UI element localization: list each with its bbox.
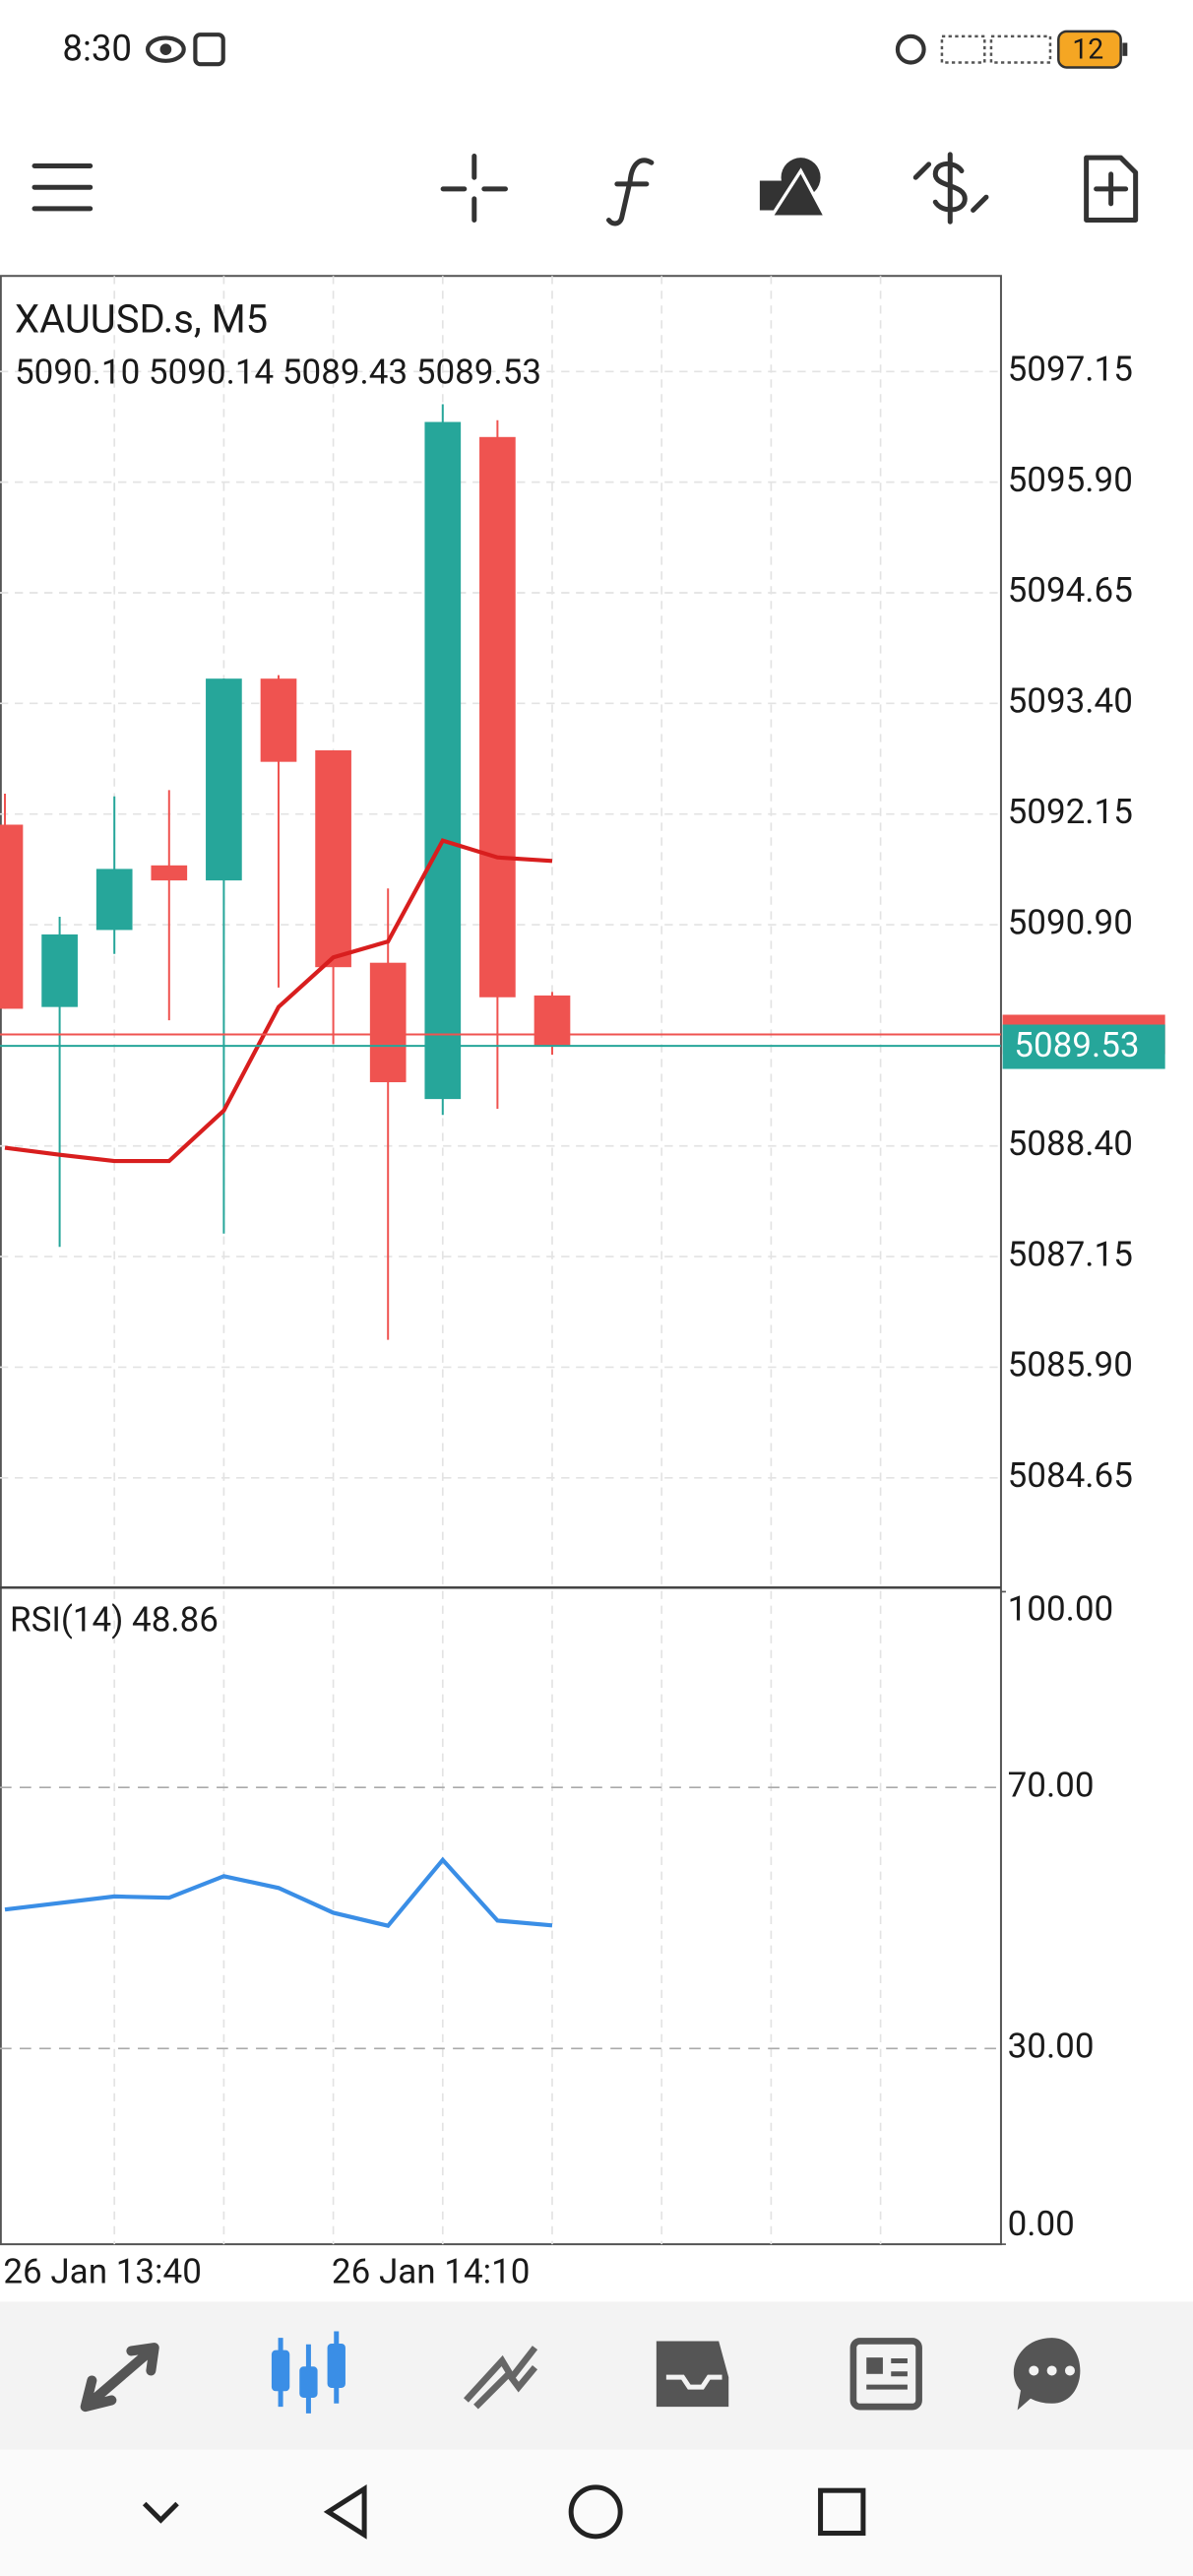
trade-tab[interactable] bbox=[464, 2346, 538, 2410]
bid-price-label: 5089.53 bbox=[1014, 1025, 1139, 1065]
chat-tab[interactable] bbox=[1013, 2338, 1081, 2411]
y-tick-label: 100.00 bbox=[1008, 1589, 1114, 1630]
y-tick-label: 5090.90 bbox=[1008, 902, 1133, 942]
candle-body bbox=[369, 962, 407, 1083]
status-icons bbox=[145, 30, 1128, 69]
trade-button[interactable] bbox=[912, 152, 989, 225]
chart-title: XAUUSD.s, M5 bbox=[15, 295, 268, 342]
crosshair-button[interactable] bbox=[440, 154, 508, 224]
bottom-nav bbox=[0, 2301, 1193, 2450]
candle-body bbox=[424, 421, 462, 1100]
chart-frame bbox=[0, 275, 1002, 2246]
x-tick-label: 26 Jan 14:10 bbox=[332, 2251, 531, 2291]
quotes-tab[interactable] bbox=[80, 2343, 159, 2413]
home-button[interactable] bbox=[568, 2484, 623, 2540]
candle-body bbox=[206, 678, 242, 881]
new-order-button[interactable] bbox=[1084, 155, 1139, 224]
y-tick-label: 5084.65 bbox=[1008, 1455, 1133, 1496]
menu-button[interactable] bbox=[31, 163, 94, 212]
y-tick-label: 5095.90 bbox=[1008, 460, 1133, 500]
history-tab[interactable] bbox=[656, 2341, 729, 2408]
y-tick-label: 5093.40 bbox=[1008, 681, 1133, 722]
moving-average-line bbox=[4, 838, 553, 1164]
y-tick-label: 5087.15 bbox=[1008, 1234, 1133, 1274]
y-tick-label: 30.00 bbox=[1008, 2027, 1095, 2067]
candle-body bbox=[260, 678, 297, 762]
rsi-line bbox=[4, 1856, 553, 1929]
x-tick-label: 26 Jan 13:40 bbox=[3, 2251, 202, 2291]
bid-price-tag bbox=[1002, 1024, 1165, 1069]
news-tab[interactable] bbox=[849, 2338, 922, 2411]
candle-body bbox=[315, 749, 351, 968]
y-tick-label: 5088.40 bbox=[1008, 1124, 1133, 1164]
back-button[interactable] bbox=[323, 2483, 367, 2540]
rsi-title: RSI(14) 48.86 bbox=[10, 1600, 219, 1641]
y-tick-label: 0.00 bbox=[1008, 2204, 1075, 2244]
candle-body bbox=[95, 869, 133, 931]
battery-level: 12 bbox=[1072, 32, 1103, 65]
candle-body bbox=[479, 436, 516, 998]
hide-button[interactable] bbox=[142, 2501, 179, 2524]
system-nav bbox=[0, 2449, 1193, 2576]
marks bbox=[0, 404, 1001, 1929]
candle-body bbox=[534, 995, 571, 1047]
objects-button[interactable] bbox=[759, 158, 829, 219]
candle-body bbox=[0, 824, 24, 1009]
recents-button[interactable] bbox=[818, 2487, 866, 2537]
y-tick-label: 70.00 bbox=[1008, 1765, 1095, 1805]
y-tick-label: 5094.65 bbox=[1008, 570, 1133, 611]
indicators-button[interactable] bbox=[606, 158, 655, 226]
chart-tab[interactable] bbox=[271, 2331, 345, 2414]
y-tick-label: 5097.15 bbox=[1008, 350, 1133, 390]
status-time: 8:30 bbox=[62, 28, 132, 70]
y-tick-label: 5085.90 bbox=[1008, 1345, 1133, 1385]
ohlc-header: 5090.10 5090.14 5089.43 5089.53 bbox=[15, 352, 541, 392]
y-tick-label: 5092.15 bbox=[1008, 792, 1133, 832]
candle-body bbox=[41, 934, 78, 1007]
candle-body bbox=[151, 865, 188, 881]
